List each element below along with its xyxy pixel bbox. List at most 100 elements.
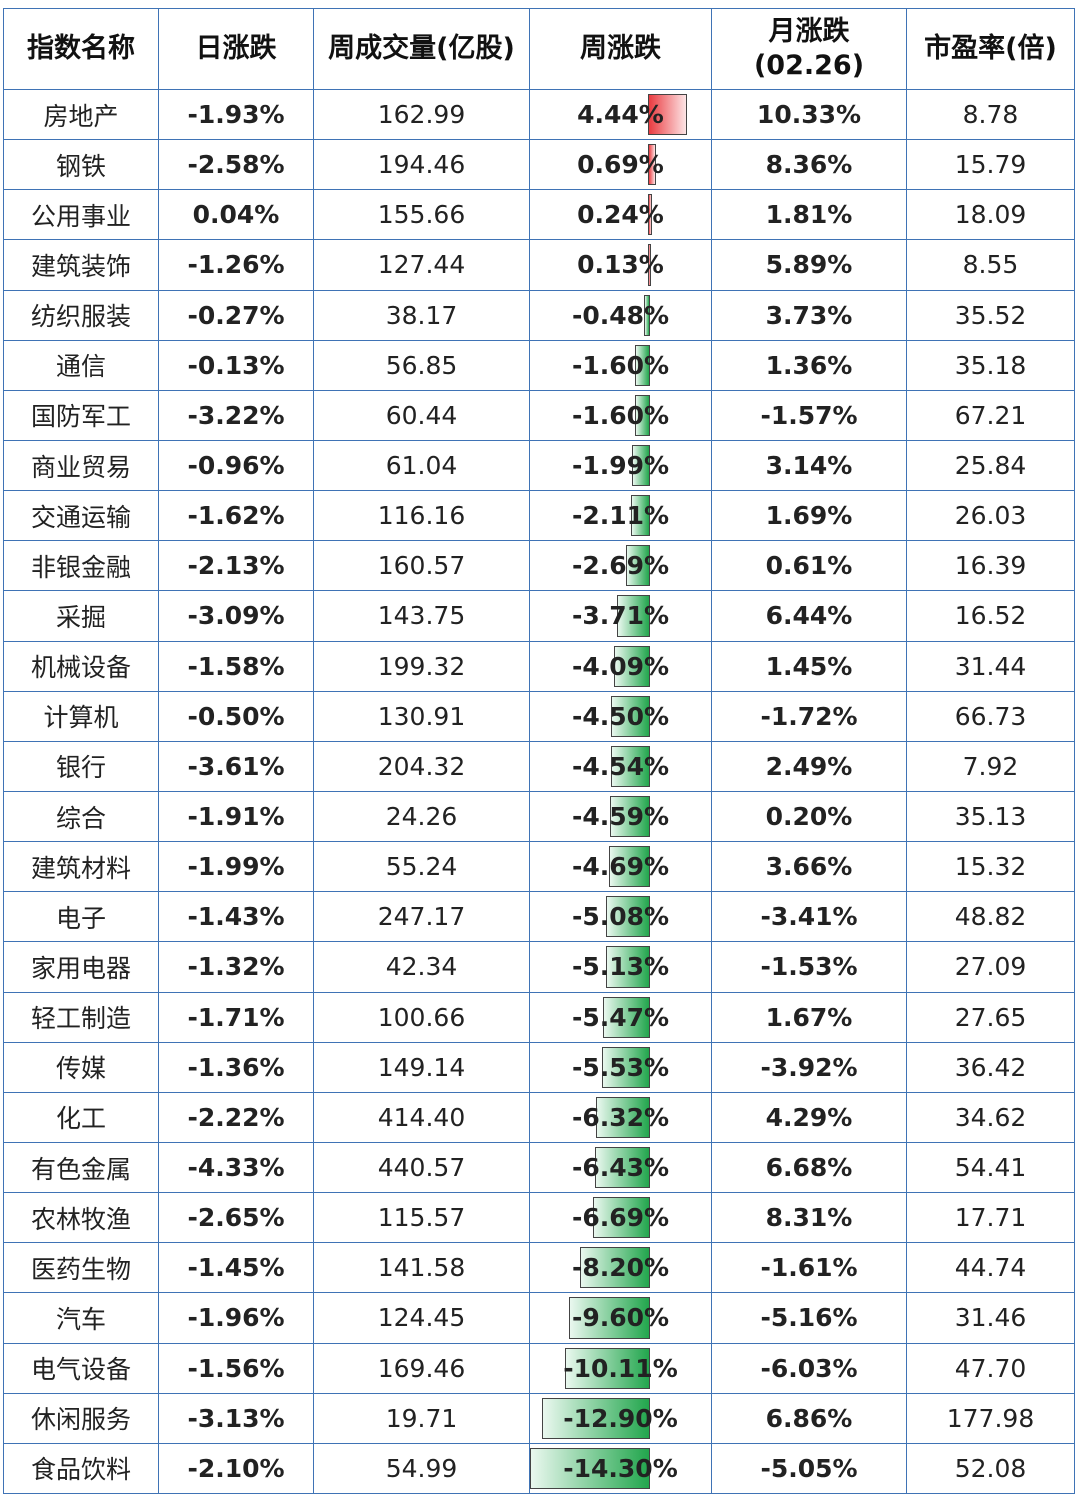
cell-weekly-volume: 55.24 [313, 841, 530, 893]
cell-weekly-change: -1.60% [529, 339, 712, 391]
cell-daily-change: -3.22% [158, 389, 314, 441]
weekly-change-bar [610, 695, 650, 737]
table-row: 采掘 -3.09% 143.75 -3.71% 6.44% 16.52 [3, 590, 1075, 642]
cell-weekly-change: -10.11% [529, 1342, 712, 1394]
table-row: 非银金融 -2.13% 160.57 -2.69% 0.61% 16.39 [3, 540, 1075, 592]
cell-pe-ratio: 35.13 [906, 790, 1075, 843]
sector-performance-table: 指数名称 日涨跌 周成交量(亿股) 周涨跌 月涨跌 (02.26) 市盈率(倍)… [3, 8, 1075, 1495]
cell-pe-ratio: 8.78 [906, 88, 1075, 141]
cell-index-name: 建筑材料 [3, 841, 159, 893]
cell-monthly-change: 4.29% [711, 1091, 907, 1143]
cell-monthly-change: 2.49% [711, 740, 907, 792]
cell-weekly-change: -3.71% [529, 590, 712, 642]
cell-index-name: 纺织服装 [3, 289, 159, 341]
weekly-change-value: -4.54% [571, 751, 670, 781]
weekly-change-bar [610, 795, 650, 838]
cell-monthly-change: -5.05% [711, 1442, 907, 1495]
cell-daily-change: -2.65% [158, 1192, 314, 1244]
cell-weekly-change: -6.43% [529, 1141, 712, 1194]
cell-index-name: 交通运输 [3, 490, 159, 542]
cell-daily-change: 0.04% [158, 189, 314, 241]
table-row: 纺织服装 -0.27% 38.17 -0.48% 3.73% 35.52 [3, 289, 1075, 341]
weekly-change-value: -4.50% [571, 701, 670, 731]
cell-pe-ratio: 25.84 [906, 439, 1075, 492]
weekly-change-value: -5.08% [571, 902, 670, 932]
cell-weekly-change: -0.48% [529, 289, 712, 341]
table-row: 建筑装饰 -1.26% 127.44 0.13% 5.89% 8.55 [3, 239, 1075, 291]
weekly-change-bar [568, 1297, 650, 1339]
cell-daily-change: -0.27% [158, 289, 314, 341]
cell-weekly-change: -2.11% [529, 490, 712, 542]
cell-daily-change: -1.45% [158, 1242, 314, 1294]
cell-daily-change: -3.09% [158, 590, 314, 642]
cell-pe-ratio: 27.09 [906, 941, 1075, 993]
cell-daily-change: -2.22% [158, 1091, 314, 1143]
cell-pe-ratio: 16.52 [906, 590, 1075, 642]
weekly-change-bar [634, 394, 650, 436]
cell-weekly-change: -12.90% [529, 1392, 712, 1444]
cell-pe-ratio: 66.73 [906, 690, 1075, 742]
cell-daily-change: -4.33% [158, 1141, 314, 1194]
weekly-change-value: -5.47% [571, 1002, 670, 1032]
cell-weekly-change: 4.44% [529, 88, 712, 141]
cell-index-name: 机械设备 [3, 640, 159, 692]
cell-index-name: 家用电器 [3, 941, 159, 993]
table-row: 电气设备 -1.56% 169.46 -10.11% -6.03% 47.70 [3, 1342, 1075, 1394]
cell-monthly-change: 6.86% [711, 1392, 907, 1444]
cell-weekly-change: -1.99% [529, 439, 712, 492]
cell-index-name: 传媒 [3, 1041, 159, 1093]
cell-index-name: 采掘 [3, 590, 159, 642]
cell-weekly-volume: 130.91 [313, 690, 530, 742]
table-row: 建筑材料 -1.99% 55.24 -4.69% 3.66% 15.32 [3, 841, 1075, 893]
cell-weekly-volume: 199.32 [313, 640, 530, 692]
cell-pe-ratio: 47.70 [906, 1342, 1075, 1394]
weekly-change-bar [614, 645, 650, 687]
cell-weekly-change: -1.60% [529, 389, 712, 441]
cell-monthly-change: -1.53% [711, 941, 907, 993]
cell-weekly-volume: 19.71 [313, 1392, 530, 1444]
cell-daily-change: -0.96% [158, 439, 314, 492]
table-row: 传媒 -1.36% 149.14 -5.53% -3.92% 36.42 [3, 1041, 1075, 1093]
cell-index-name: 商业贸易 [3, 439, 159, 492]
weekly-change-value: -3.71% [571, 601, 670, 631]
cell-monthly-change: -1.57% [711, 389, 907, 441]
table-row: 有色金属 -4.33% 440.57 -6.43% 6.68% 54.41 [3, 1141, 1075, 1194]
cell-index-name: 电子 [3, 891, 159, 943]
cell-weekly-volume: 194.46 [313, 139, 530, 191]
table-row: 钢铁 -2.58% 194.46 0.69% 8.36% 15.79 [3, 139, 1075, 191]
cell-weekly-change: -4.59% [529, 790, 712, 843]
cell-daily-change: -3.61% [158, 740, 314, 792]
cell-pe-ratio: 34.62 [906, 1091, 1075, 1143]
cell-index-name: 综合 [3, 790, 159, 843]
cell-daily-change: -1.91% [158, 790, 314, 843]
cell-pe-ratio: 18.09 [906, 189, 1075, 241]
cell-index-name: 银行 [3, 740, 159, 792]
cell-monthly-change: -3.92% [711, 1041, 907, 1093]
cell-weekly-volume: 169.46 [313, 1342, 530, 1394]
cell-pe-ratio: 26.03 [906, 490, 1075, 542]
cell-pe-ratio: 31.44 [906, 640, 1075, 692]
cell-index-name: 食品饮料 [3, 1442, 159, 1495]
cell-pe-ratio: 7.92 [906, 740, 1075, 792]
weekly-change-value: -1.60% [571, 400, 670, 430]
table-row: 通信 -0.13% 56.85 -1.60% 1.36% 35.18 [3, 339, 1075, 391]
cell-index-name: 有色金属 [3, 1141, 159, 1194]
cell-monthly-change: 3.73% [711, 289, 907, 341]
header-row: 指数名称 日涨跌 周成交量(亿股) 周涨跌 月涨跌 (02.26) 市盈率(倍) [3, 8, 1075, 90]
header-monthly-change: 月涨跌 (02.26) [711, 8, 907, 90]
table-row: 休闲服务 -3.13% 19.71 -12.90% 6.86% 177.98 [3, 1392, 1075, 1444]
cell-weekly-volume: 204.32 [313, 740, 530, 792]
weekly-change-value: 4.44% [577, 100, 664, 130]
weekly-change-value: -2.69% [571, 551, 670, 581]
cell-weekly-change: 0.24% [529, 189, 712, 241]
cell-weekly-volume: 38.17 [313, 289, 530, 341]
table-row: 计算机 -0.50% 130.91 -4.50% -1.72% 66.73 [3, 690, 1075, 742]
cell-weekly-volume: 61.04 [313, 439, 530, 492]
weekly-change-value: -6.32% [571, 1102, 670, 1132]
cell-weekly-change: -4.09% [529, 640, 712, 692]
cell-weekly-change: -6.32% [529, 1091, 712, 1143]
cell-weekly-change: -2.69% [529, 540, 712, 592]
cell-index-name: 公用事业 [3, 189, 159, 241]
weekly-change-bar [617, 595, 650, 637]
weekly-change-value: -1.99% [571, 451, 670, 481]
